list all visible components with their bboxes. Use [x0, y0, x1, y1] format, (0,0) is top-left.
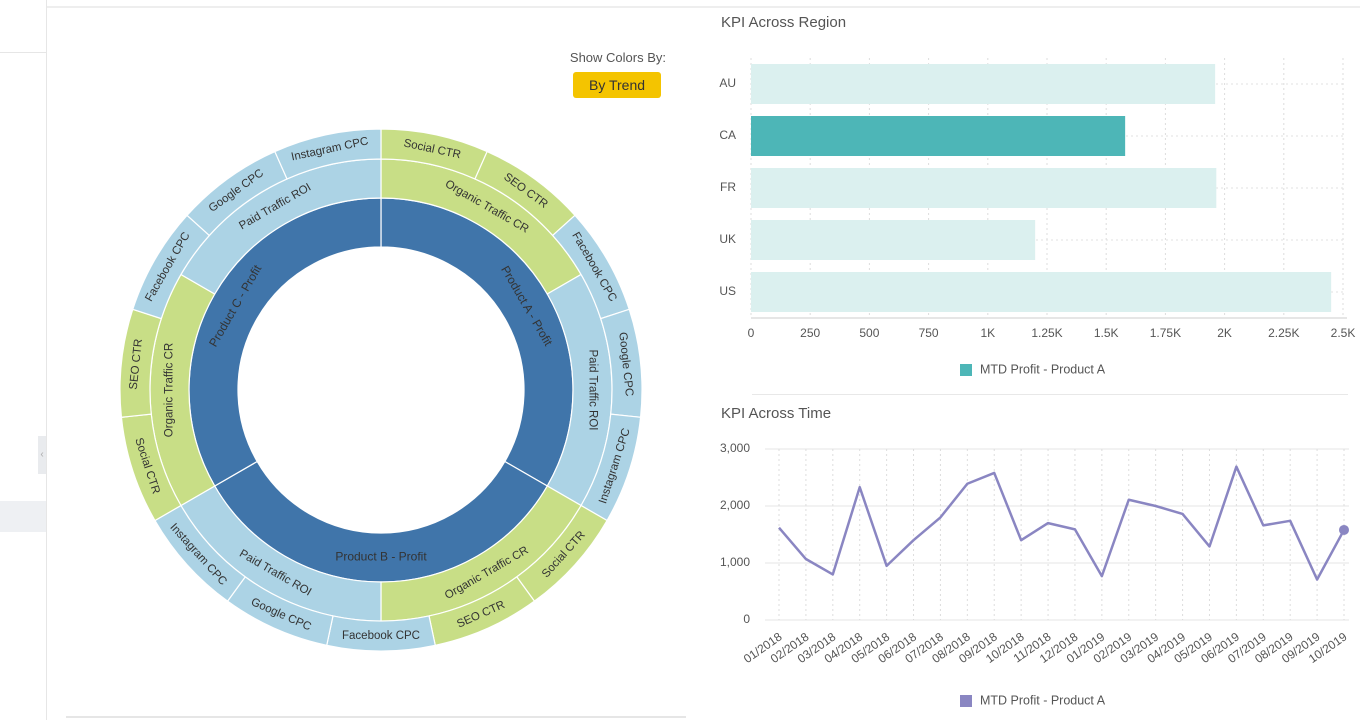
- region-x-tick-label: 1K: [980, 326, 995, 340]
- sunburst-middle-label: Organic Traffic CR: [164, 343, 176, 437]
- region-bar: [751, 168, 1217, 208]
- region-legend-swatch: [960, 364, 972, 376]
- time-y-tick-label: 3,000: [720, 441, 750, 455]
- region-chart-title: KPI Across Region: [721, 14, 847, 31]
- region-x-tick-label: 1.5K: [1094, 326, 1119, 340]
- region-x-tick-label: 1.75K: [1150, 326, 1181, 340]
- region-y-tick-label: UK: [719, 232, 736, 246]
- region-legend-label: MTD Profit - Product A: [980, 362, 1106, 376]
- region-bar: [751, 116, 1126, 156]
- region-x-tick-label: 2.25K: [1268, 326, 1299, 340]
- sidebar-divider: [0, 52, 46, 53]
- sunburst-middle-label: Paid Traffic ROI: [586, 350, 598, 431]
- sunburst-outer-segment: [274, 128, 382, 180]
- region-bar: [751, 220, 1036, 260]
- by-trend-button[interactable]: By Trend: [573, 72, 661, 98]
- sunburst-outer-label: Facebook CPC: [342, 630, 420, 642]
- region-x-tick-label: 2.5K: [1331, 326, 1356, 340]
- top-divider: [47, 6, 1360, 8]
- left-sidebar: ‹: [0, 0, 47, 720]
- region-bar: [751, 272, 1332, 312]
- bottom-divider: [66, 716, 686, 718]
- region-y-tick-label: FR: [720, 180, 736, 194]
- region-y-tick-label: CA: [719, 128, 736, 142]
- region-x-tick-label: 500: [859, 326, 879, 340]
- time-series-point: [1339, 524, 1349, 535]
- time-y-tick-label: 0: [743, 612, 750, 626]
- region-x-tick-label: 1.25K: [1031, 326, 1062, 340]
- region-x-tick-label: 0: [748, 326, 755, 340]
- region-x-tick-label: 750: [919, 326, 939, 340]
- time-y-tick-label: 2,000: [720, 498, 750, 512]
- time-series-line: [778, 465, 1346, 581]
- region-bar: [751, 64, 1216, 104]
- region-y-tick-label: AU: [719, 76, 736, 90]
- time-legend-swatch: [960, 695, 972, 707]
- show-colors-label: Show Colors By:: [569, 50, 666, 65]
- sidebar-active-item[interactable]: [0, 501, 46, 532]
- panel-divider: [752, 394, 1348, 395]
- time-y-tick-label: 1,000: [720, 555, 750, 569]
- time-legend-label: MTD Profit - Product A: [980, 693, 1106, 707]
- sunburst-outer-label: SEO CTR: [128, 338, 145, 390]
- time-chart-title: KPI Across Time: [721, 405, 832, 422]
- region-x-tick-label: 250: [800, 326, 820, 340]
- region-y-tick-label: US: [719, 284, 736, 298]
- region-x-tick-label: 2K: [1217, 326, 1232, 340]
- collapse-handle-icon[interactable]: ‹: [38, 436, 46, 474]
- sunburst-inner-label: Product B - Profit: [335, 550, 427, 564]
